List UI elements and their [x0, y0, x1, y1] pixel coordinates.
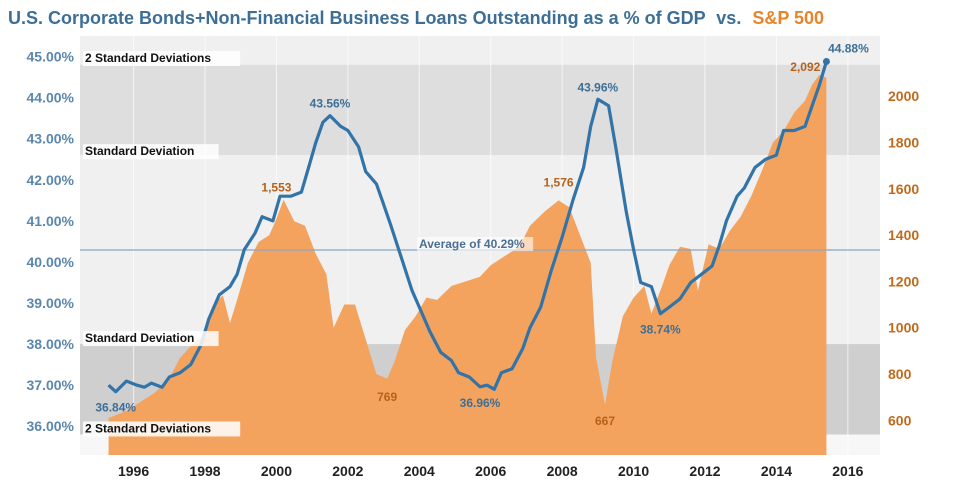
- band-label-0: 2 Standard Deviations: [85, 51, 211, 65]
- band-label-1: Standard Deviation: [85, 144, 194, 158]
- left-tick-7: 38.00%: [27, 336, 75, 352]
- band-label-3: 2 Standard Deviations: [85, 421, 211, 435]
- annotation-10: 2,092: [790, 60, 820, 74]
- chart-title-main: U.S. Corporate Bonds+Non-Financial Busin…: [8, 8, 706, 28]
- x-tick-7: 2010: [618, 463, 649, 479]
- left-tick-1: 44.00%: [27, 90, 75, 106]
- chart-title: U.S. Corporate Bonds+Non-Financial Busin…: [8, 8, 824, 28]
- right-tick-6: 800: [888, 366, 912, 382]
- right-tick-0: 2000: [888, 88, 919, 104]
- annotation-1: 43.56%: [310, 97, 351, 111]
- line-endpoint-marker: [822, 57, 830, 65]
- sp500-area-layer: [108, 74, 827, 456]
- chart-title-connector: vs.: [716, 8, 741, 28]
- right-tick-4: 1200: [888, 273, 919, 289]
- right-tick-7: 600: [888, 412, 912, 428]
- annotation-6: 1,553: [261, 181, 291, 195]
- x-axis: 1996 1998 2000 2002 2004 2006 2008 2010 2012 2014…: [118, 463, 864, 479]
- x-tick-8: 2012: [689, 463, 720, 479]
- bond-loan-line-layer: [107, 57, 830, 394]
- annotation-9: 667: [595, 414, 615, 428]
- left-tick-3: 42.00%: [27, 172, 75, 188]
- left-tick-0: 45.00%: [27, 49, 75, 65]
- x-tick-5: 2006: [475, 463, 506, 479]
- series-sp500-area: [108, 74, 827, 456]
- left-tick-8: 37.00%: [27, 377, 75, 393]
- x-tick-2: 2000: [261, 463, 292, 479]
- right-tick-5: 1000: [888, 320, 919, 336]
- annotation-4: 38.74%: [640, 323, 681, 337]
- annotation-3: 43.96%: [578, 80, 619, 94]
- average-line-layer: Average of 40.29%: [80, 237, 880, 252]
- band-label-bg-3: [83, 421, 241, 437]
- annotation-8: 1,576: [544, 175, 574, 189]
- annotation-0: 36.84%: [95, 401, 136, 415]
- annotation-5: 44.88%: [828, 41, 869, 55]
- annotation-2: 36.96%: [460, 396, 501, 410]
- band-label-bg-0: [83, 51, 241, 66]
- x-tick-6: 2008: [547, 463, 578, 479]
- series-bond-loan-line: [107, 61, 828, 394]
- band-label-bg-1: [83, 144, 219, 160]
- x-tick-4: 2004: [404, 463, 435, 479]
- chart-title-secondary: S&P 500: [752, 8, 824, 28]
- left-tick-5: 40.00%: [27, 254, 75, 270]
- right-tick-1: 1800: [888, 134, 919, 150]
- right-y-axis: 2000 1800 1600 1400 1200 1000 800 600: [888, 88, 919, 428]
- right-tick-3: 1400: [888, 227, 919, 243]
- left-tick-2: 43.00%: [27, 131, 75, 147]
- band-1: [80, 64, 880, 156]
- band-labels: 2 Standard Deviations Standard Deviation S…: [83, 51, 241, 437]
- left-y-axis: 45.00% 44.00% 43.00% 42.00% 41.00% 40.00% 39.0…: [27, 49, 75, 435]
- left-tick-9: 36.00%: [27, 418, 75, 434]
- left-tick-6: 39.00%: [27, 295, 75, 311]
- average-label-bg: [417, 237, 534, 252]
- right-tick-2: 1600: [888, 181, 919, 197]
- band-label-bg-2: [83, 331, 219, 347]
- band-label-2: Standard Deviation: [85, 331, 194, 345]
- x-tick-9: 2014: [761, 463, 792, 479]
- average-label: Average of 40.29%: [419, 237, 525, 251]
- x-tick-3: 2002: [332, 463, 363, 479]
- annotations-layer: 36.84% 43.56% 36.96% 43.96% 38.74% 44.88% 1,55…: [95, 41, 869, 427]
- x-tick-1: 1998: [189, 463, 220, 479]
- annotation-7: 769: [377, 390, 397, 404]
- x-tick-0: 1996: [118, 463, 149, 479]
- left-tick-4: 41.00%: [27, 213, 75, 229]
- x-tick-10: 2016: [832, 463, 863, 479]
